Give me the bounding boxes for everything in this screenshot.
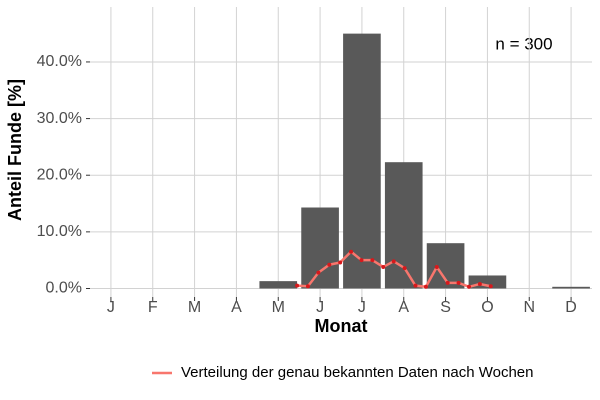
x-tick-label: M <box>188 299 201 316</box>
x-tick-label: O <box>481 299 493 316</box>
line-point <box>488 284 493 289</box>
bar <box>259 281 298 289</box>
line-point <box>477 281 482 286</box>
line-point <box>316 270 321 275</box>
x-tick-label: M <box>272 299 285 316</box>
x-tick-label: J <box>316 299 324 316</box>
line-point <box>327 262 332 267</box>
line-point <box>305 284 310 289</box>
x-tick-label: D <box>565 299 577 316</box>
line-point <box>402 266 407 271</box>
y-tick-label: 10.0% <box>37 223 82 240</box>
legend-label: Verteilung der genau bekannten Daten nac… <box>181 364 534 381</box>
line-point <box>370 258 375 263</box>
line-point <box>467 284 472 289</box>
line-point <box>456 280 461 285</box>
line-point <box>381 264 386 269</box>
annotation: n = 300 <box>495 34 552 53</box>
line-point <box>391 259 396 264</box>
y-tick-label: 40.0% <box>37 53 82 70</box>
bar <box>301 207 339 289</box>
x-tick-label: F <box>148 299 158 316</box>
bar <box>343 33 381 289</box>
x-tick-label: N <box>523 299 535 316</box>
x-tick-label: J <box>358 299 366 316</box>
x-tick-label: A <box>398 299 409 316</box>
y-tick-label: 20.0% <box>37 166 82 183</box>
line-point <box>413 283 418 288</box>
x-tick-label: J <box>107 299 115 316</box>
x-tick-label: S <box>440 299 451 316</box>
line-point <box>349 249 354 254</box>
y-axis-label: Anteil Funde [%] <box>5 79 25 221</box>
line-point <box>423 284 428 289</box>
y-tick-label: 30.0% <box>37 110 82 127</box>
bar <box>552 286 590 289</box>
line-point <box>338 260 343 265</box>
line-point <box>359 258 364 263</box>
line-point <box>295 283 300 288</box>
y-tick-label: 0.0% <box>46 280 82 297</box>
line-point <box>445 280 450 285</box>
line-point <box>434 264 439 269</box>
x-tick-label: A <box>231 299 242 316</box>
x-axis-label: Monat <box>315 316 368 336</box>
